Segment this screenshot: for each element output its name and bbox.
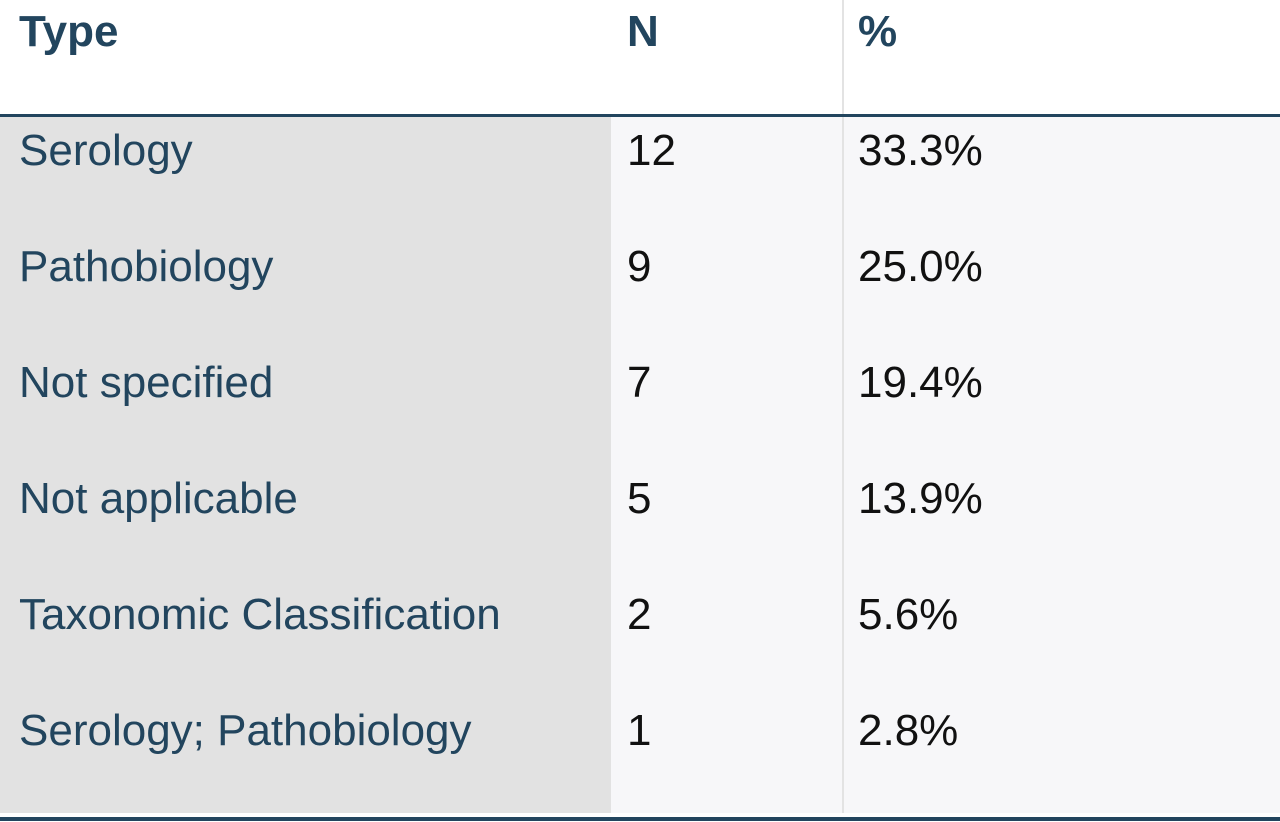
header-n: N (627, 7, 659, 56)
cell-type: Serology (0, 117, 611, 233)
table-bottom-rule (0, 817, 1280, 821)
cell-n: 9 (611, 233, 842, 349)
cell-percent: 5.6% (844, 581, 1280, 697)
cell-percent: 13.9% (844, 465, 1280, 581)
column-divider (842, 233, 844, 349)
cell-type: Serology; Pathobiology (0, 697, 611, 813)
table-row: Serology 12 33.3% (0, 117, 1280, 233)
table-row: Pathobiology 9 25.0% (0, 233, 1280, 349)
column-divider (842, 697, 844, 813)
cell-n: 2 (611, 581, 842, 697)
cell-n: 12 (611, 117, 842, 233)
cell-type: Not specified (0, 349, 611, 465)
column-divider (842, 0, 844, 116)
cell-percent: 33.3% (844, 117, 1280, 233)
cell-n: 5 (611, 465, 842, 581)
header-type: Type (19, 7, 119, 56)
table-row: Serology; Pathobiology 1 2.8% (0, 697, 1280, 813)
cell-type: Not applicable (0, 465, 611, 581)
table-header: Type N % (0, 0, 1280, 117)
cell-n: 7 (611, 349, 842, 465)
header-rule (0, 114, 1280, 117)
header-percent: % (858, 7, 898, 56)
cell-percent: 19.4% (844, 349, 1280, 465)
table-row: Taxonomic Classification 2 5.6% (0, 581, 1280, 697)
table-row: Not applicable 5 13.9% (0, 465, 1280, 581)
cell-type: Taxonomic Classification (0, 581, 611, 697)
column-divider (842, 465, 844, 581)
cell-percent: 2.8% (844, 697, 1280, 813)
table-row: Not specified 7 19.4% (0, 349, 1280, 465)
cell-type: Pathobiology (0, 233, 611, 349)
column-divider (842, 349, 844, 465)
column-divider (842, 581, 844, 697)
cell-percent: 25.0% (844, 233, 1280, 349)
column-divider (842, 117, 844, 233)
cell-n: 1 (611, 697, 842, 813)
